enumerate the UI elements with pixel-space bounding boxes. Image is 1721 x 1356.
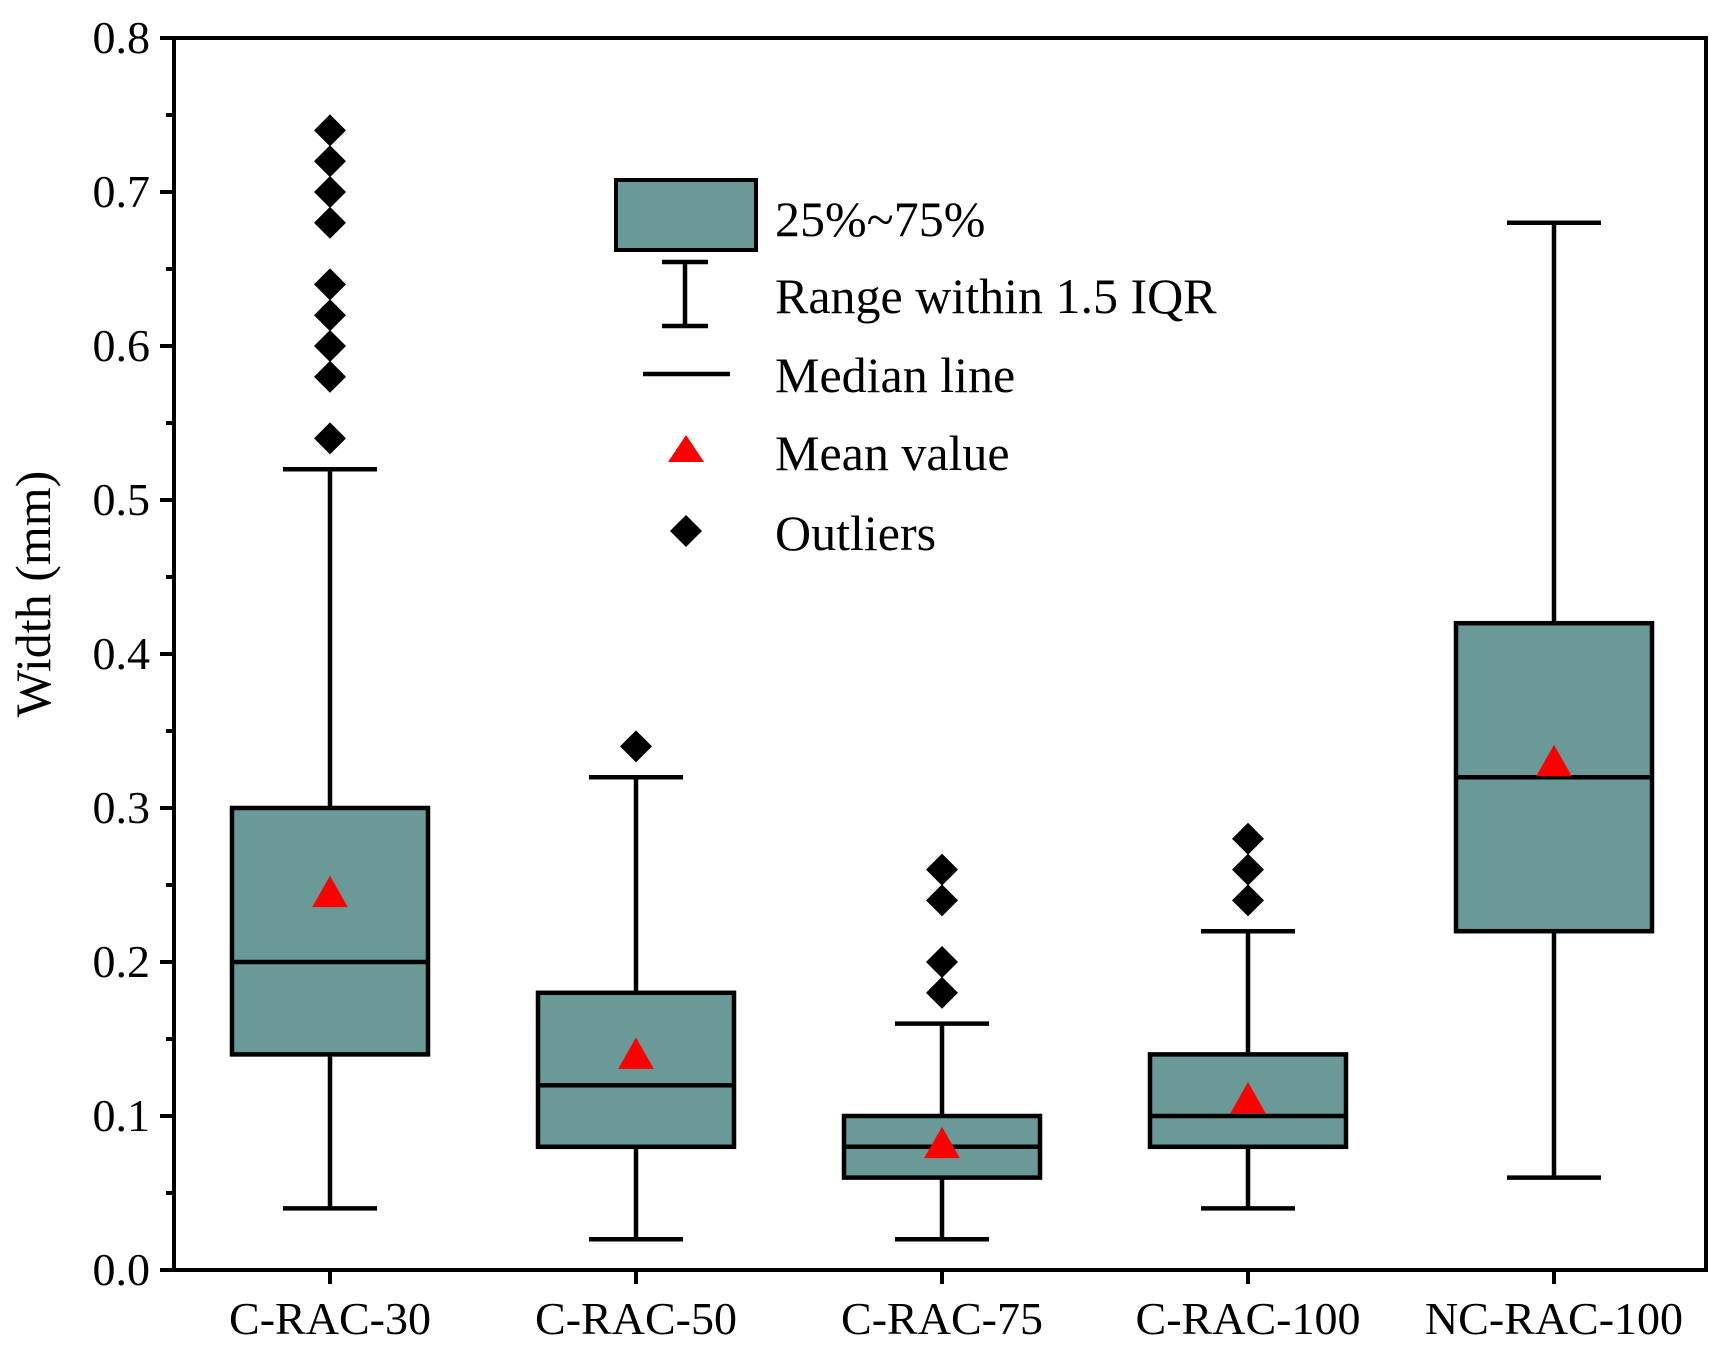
legend-outlier-label: Outliers — [775, 505, 936, 561]
box-group-c-rac-75 — [841, 853, 1043, 1242]
plot-area — [229, 114, 1655, 1242]
box-group-c-rac-30 — [229, 114, 431, 1211]
legend-box-label: 25%~75% — [775, 191, 985, 247]
y-tick-label: 0.5 — [93, 474, 151, 525]
outlier-point — [314, 145, 346, 178]
box-group-c-rac-50 — [535, 730, 737, 1242]
legend-mean-label: Mean value — [775, 425, 1010, 481]
outlier-point — [314, 206, 346, 239]
y-axis-label: Width (mm) — [5, 471, 61, 718]
outlier-point — [314, 330, 346, 362]
outlier-point — [926, 853, 958, 886]
outlier-point — [926, 884, 958, 917]
outlier-point — [314, 114, 346, 147]
box-group-c-rac-100 — [1147, 822, 1349, 1211]
outlier-point — [620, 730, 652, 763]
outlier-point — [314, 299, 346, 332]
y-tick-label: 0.6 — [93, 320, 151, 371]
outlier-point — [926, 946, 958, 978]
y-tick-label: 0.0 — [93, 1244, 151, 1295]
x-tick-label: C-RAC-75 — [841, 1293, 1043, 1344]
x-tick-label: NC-RAC-100 — [1425, 1293, 1683, 1344]
outlier-point — [314, 360, 346, 393]
y-tick-label: 0.7 — [93, 166, 151, 217]
legend: 25%~75% Range within 1.5 IQR Median line Me… — [614, 178, 1217, 561]
x-tick-label: C-RAC-30 — [229, 1293, 431, 1344]
y-tick-label: 0.3 — [93, 782, 151, 833]
mean-marker — [618, 1037, 654, 1069]
axes: 0.0 0.1 0.2 0.3 0.4 0.5 0.6 0.7 0.8 C-RAC-30 C-RAC… — [93, 12, 1708, 1344]
x-tick-label: C-RAC-50 — [535, 1293, 737, 1344]
outlier-point — [314, 268, 346, 301]
box-group-nc-rac-100 — [1453, 220, 1655, 1180]
outlier-point — [1232, 822, 1264, 855]
outlier-point — [1232, 853, 1264, 886]
legend-whisker-label: Range within 1.5 IQR — [775, 268, 1217, 324]
y-tick-label: 0.1 — [93, 1090, 151, 1141]
mean-marker — [924, 1126, 960, 1159]
legend-median-label: Median line — [775, 347, 1015, 403]
outlier-point — [314, 422, 346, 455]
mean-marker — [1230, 1082, 1266, 1114]
y-tick-label: 0.8 — [93, 12, 151, 63]
y-tick-label: 0.2 — [93, 936, 151, 987]
outlier-point — [1232, 884, 1264, 917]
mean-marker — [312, 875, 348, 908]
outlier-point — [926, 976, 958, 1009]
legend-box-swatch — [614, 178, 758, 252]
y-tick-label: 0.4 — [93, 628, 151, 679]
legend-mean-marker — [668, 435, 704, 462]
x-tick-label: C-RAC-100 — [1136, 1293, 1361, 1344]
outlier-point — [314, 176, 346, 208]
mean-marker — [1536, 744, 1572, 777]
legend-outlier-marker — [670, 515, 702, 547]
box-iqr — [229, 805, 431, 1057]
box-iqr — [535, 990, 737, 1150]
